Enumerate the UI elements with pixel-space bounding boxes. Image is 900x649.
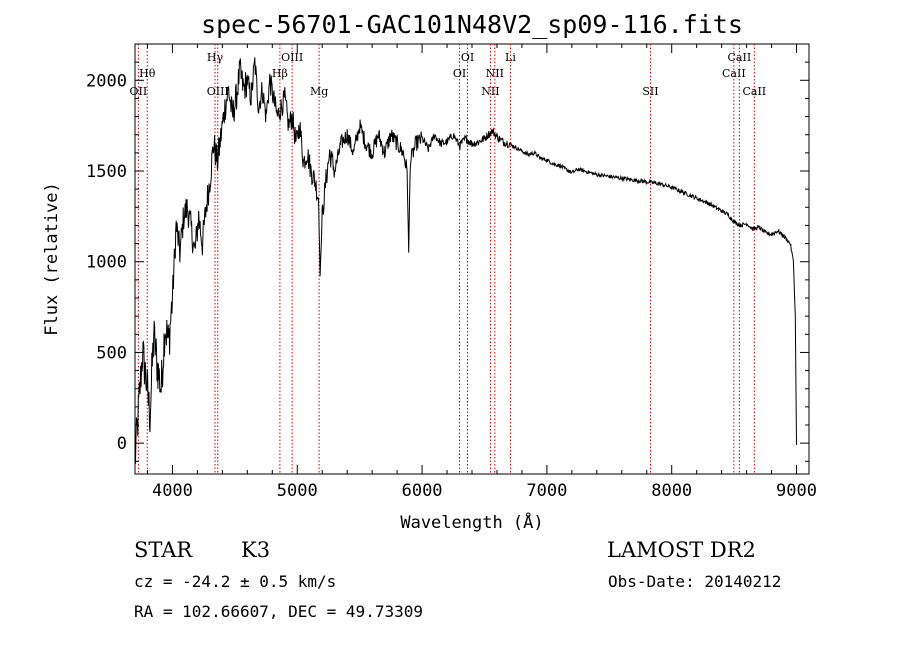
spectral-line-label: OI: [453, 67, 466, 80]
spectral-line-label: Hθ: [139, 67, 156, 80]
y-tick-label: 1000: [86, 253, 127, 273]
x-tick-label: 9000: [776, 481, 817, 501]
x-tick-label: 6000: [402, 481, 443, 501]
survey-label: LAMOST DR2: [607, 538, 756, 562]
y-axis-label: Flux (relative): [42, 182, 62, 336]
spectral-line-label: NII: [486, 67, 504, 80]
spectral-line-label: CaII: [742, 85, 766, 98]
x-axis: 4000 5000 6000 7000 8000 9000: [146, 44, 817, 501]
spectral-line-label: Mg: [310, 85, 328, 98]
spectral-line-label: OII: [130, 85, 148, 98]
observation-date: Obs-Date: 20140212: [608, 572, 781, 591]
spectral-line-label: OIII: [281, 51, 303, 64]
y-tick-label: 2000: [86, 71, 127, 91]
x-tick-label: 8000: [651, 481, 692, 501]
x-tick-label: 4000: [152, 481, 193, 501]
object-class: STAR: [134, 538, 193, 562]
y-tick-label: 1500: [86, 162, 127, 182]
spectral-line-label: Hγ: [207, 51, 224, 64]
y-tick-label: 500: [96, 343, 127, 363]
x-tick-label: 7000: [526, 481, 567, 501]
spectral-line-label: OIII: [207, 85, 229, 98]
chart-title: spec-56701-GAC101N48V2_sp09-116.fits: [201, 10, 743, 39]
series-layer: [134, 57, 797, 464]
spectral-line-label: CaII: [728, 51, 752, 64]
spectral-line-label: Hβ: [272, 67, 288, 80]
y-tick-label: 0: [117, 434, 127, 454]
x-axis-label: Wavelength (Å): [400, 511, 543, 533]
spectral-line-label: OI: [461, 51, 474, 64]
plot-area: OIIHθHγOIIIHβOIIIMgOIOINIINIILiSIICaIICa…: [86, 43, 817, 501]
spectral-line-label: NII: [481, 85, 499, 98]
redshift-cz: cz = -24.2 ± 0.5 km/s: [134, 572, 336, 591]
spectral-line-markers: OIIHθHγOIIIHβOIIIMgOIOINIINIILiSIICaIICa…: [130, 44, 766, 474]
x-tick-label: 5000: [277, 481, 318, 501]
y-axis: 0 500 1000 1500 2000: [86, 43, 809, 462]
sky-coordinates: RA = 102.66607, DEC = 49.73309: [134, 602, 423, 621]
object-subclass: K3: [241, 538, 270, 562]
spectral-line-label: SII: [642, 85, 658, 98]
spectral-line-label: Li: [505, 51, 516, 64]
spectral-line-label: CaII: [722, 67, 746, 80]
footer-info: STAR K3 LAMOST DR2 cz = -24.2 ± 0.5 km/s…: [134, 538, 781, 621]
spectrum-line: [134, 57, 797, 464]
